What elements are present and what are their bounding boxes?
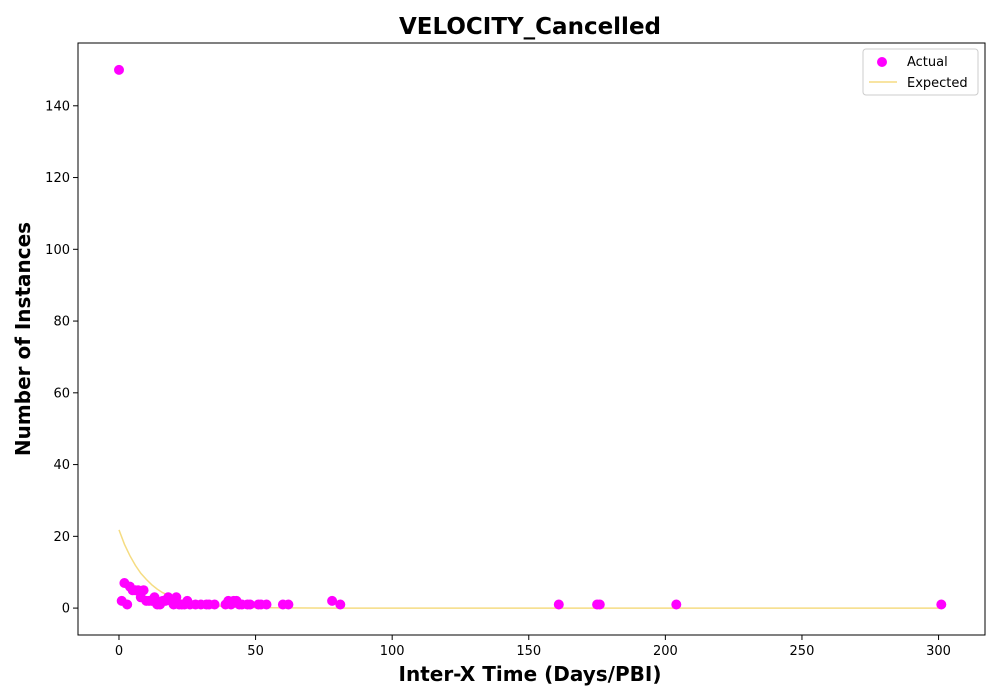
data-point <box>245 599 256 610</box>
y-tick-label: 100 <box>45 243 70 258</box>
data-point <box>553 599 564 610</box>
data-point <box>138 585 149 596</box>
x-tick-label: 300 <box>926 644 951 659</box>
legend-expected-label: Expected <box>907 76 968 91</box>
x-tick-label: 0 <box>115 644 123 659</box>
data-point <box>114 64 124 75</box>
x-tick-label: 250 <box>790 644 815 659</box>
x-tick-label: 100 <box>380 644 405 659</box>
legend: Actual Expected <box>862 48 979 96</box>
x-tick-label: 150 <box>516 644 541 659</box>
y-tick-label: 80 <box>53 315 70 330</box>
data-point <box>671 599 682 610</box>
y-tick-label: 120 <box>45 171 70 186</box>
axes-frame <box>77 42 986 636</box>
plot-area: 0 50 100 150 200 250 300 0 20 40 60 80 100 120 140 <box>45 42 986 659</box>
y-tick-label: 0 <box>62 602 70 617</box>
data-point <box>209 599 220 610</box>
x-tick-label: 50 <box>247 644 264 659</box>
x-axis-label: Inter-X Time (Days/PBI) <box>399 662 662 686</box>
data-point <box>283 599 294 610</box>
data-point <box>936 599 947 610</box>
legend-box <box>862 48 979 96</box>
y-tick-label: 140 <box>45 99 70 114</box>
data-point <box>261 599 272 610</box>
data-point <box>335 599 346 610</box>
expected-line <box>118 529 942 609</box>
y-tick-label: 20 <box>53 530 70 545</box>
x-tick-label: 200 <box>653 644 678 659</box>
legend-actual-marker <box>877 57 887 67</box>
data-point <box>594 599 605 610</box>
chart-title: VELOCITY_Cancelled <box>399 14 661 40</box>
data-point <box>122 599 133 610</box>
y-axis-label: Number of Instances <box>11 222 35 456</box>
y-tick-label: 40 <box>53 458 70 473</box>
data-point <box>327 595 338 606</box>
legend-actual-label: Actual <box>907 55 948 70</box>
y-tick-label: 60 <box>53 386 70 401</box>
